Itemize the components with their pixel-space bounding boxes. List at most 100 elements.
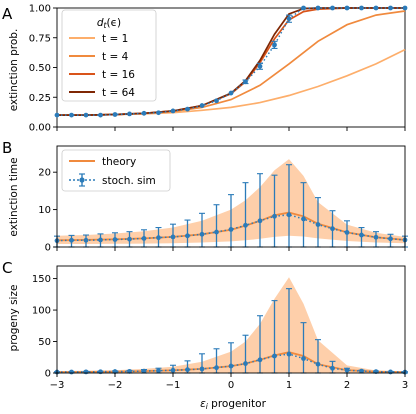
sim-point (228, 363, 234, 369)
sim-point (243, 79, 248, 85)
legend-a-label-t64: t = 64 (102, 87, 135, 99)
x-tick-label: −2 (108, 380, 123, 391)
legend-a-label-t16: t = 16 (102, 69, 135, 81)
panel-b-plot: 0 10 20 (38, 145, 408, 254)
y-tick-label: 10 (38, 205, 51, 216)
x-tick-label: 3 (402, 380, 408, 391)
sim-point (214, 98, 219, 104)
sim-point (272, 213, 277, 219)
y-tick-label: 0 (45, 369, 51, 380)
legend-a-title-main: d (97, 17, 104, 29)
sim-point (272, 353, 277, 359)
sim-point (286, 212, 292, 218)
sim-point (185, 233, 190, 239)
sim-point (257, 218, 263, 224)
sim-point (141, 235, 147, 241)
y-tick-label: 50 (38, 337, 51, 348)
sim-point (170, 108, 176, 114)
sim-point (315, 361, 321, 367)
sim-point (199, 366, 205, 372)
y-tick-label: 100 (32, 306, 51, 317)
sim-point (402, 5, 408, 11)
legend-a-title: dt(ϵ) (97, 17, 121, 30)
sim-point (54, 112, 60, 118)
x-tick-label: −3 (50, 380, 65, 391)
sim-point (156, 235, 161, 241)
sim-point (185, 367, 190, 373)
x-tick-label: −1 (166, 380, 181, 391)
y-tick-label: 0.25 (29, 93, 51, 104)
xlabel-rest: progenitor (208, 398, 267, 410)
y-tick-label: 0.00 (29, 123, 51, 134)
legend-b-swatch-sim-marker (79, 177, 85, 183)
sim-point (199, 103, 205, 108)
sim-point (83, 369, 89, 375)
sim-point (373, 234, 379, 240)
sim-point (243, 222, 248, 228)
sim-point (141, 368, 147, 374)
xlabel-sub: i (206, 402, 209, 411)
sim-point (228, 227, 234, 232)
panel-a-ylabel: extinction prob. (8, 29, 20, 112)
sim-point (170, 234, 176, 240)
sim-point (214, 229, 219, 235)
sim-point (388, 236, 393, 242)
sim-point (330, 5, 335, 11)
sim-point (127, 111, 132, 117)
sim-point (359, 5, 364, 11)
panel-c-xlabel: εi progenitor (200, 398, 267, 411)
sim-point (359, 232, 364, 238)
sim-point (388, 5, 393, 11)
sim-point (69, 112, 74, 118)
legend-a-label-t4: t = 4 (102, 51, 129, 63)
sim-point (83, 237, 89, 243)
sim-point (272, 42, 277, 48)
sim-point (185, 106, 190, 112)
sim-point (156, 368, 161, 374)
panel-c-ylabel: progeny size (8, 285, 20, 352)
sim-point (286, 16, 292, 22)
sim-point (344, 5, 350, 11)
sim-point (170, 367, 176, 373)
y-tick-label: 150 (32, 274, 51, 285)
legend-a-frame (61, 9, 157, 102)
sim-point (112, 112, 118, 117)
sim-point (344, 367, 350, 373)
legend-a-title-sub: t (104, 21, 108, 30)
sim-point (359, 368, 364, 374)
sim-point (315, 5, 321, 11)
sim-point (83, 112, 89, 118)
panel-c-plot: −3 −2 −1 0 1 2 3 0 50 100 150 (32, 265, 408, 391)
sim-point (214, 365, 219, 371)
sim-point (127, 236, 132, 242)
y-tick-label: 1.00 (29, 4, 51, 15)
sim-point (69, 237, 74, 243)
legend-b-label-theory: theory (102, 156, 136, 168)
sim-point (257, 63, 263, 69)
sim-point (286, 351, 292, 357)
sim-point (243, 361, 248, 366)
sim-point (98, 112, 103, 118)
y-tick-label: 0.50 (29, 63, 51, 74)
y-tick-label: 0 (45, 243, 51, 254)
sim-point (330, 365, 335, 371)
x-tick-label: 0 (228, 380, 234, 391)
sim-point (373, 5, 379, 11)
xlabel-main: ε (200, 398, 206, 410)
legend-b-label-sim: stoch. sim (102, 175, 156, 187)
sim-point (199, 231, 205, 237)
sim-point (315, 222, 321, 227)
panel-letter-b: B (2, 139, 12, 157)
y-tick-label: 20 (38, 168, 51, 179)
legend-a-title-rest: (ϵ) (106, 17, 121, 29)
panel-letter-a: A (2, 5, 13, 23)
sim-point (228, 90, 234, 96)
x-tick-label: 1 (286, 380, 292, 391)
sim-point (156, 110, 161, 116)
sim-point (301, 5, 306, 11)
sim-point (98, 237, 103, 243)
sim-point (141, 110, 147, 116)
legend-a-label-t1: t = 1 (102, 33, 128, 45)
x-tick-label: 2 (344, 380, 350, 391)
legend-b: theory stoch. sim (61, 149, 171, 192)
